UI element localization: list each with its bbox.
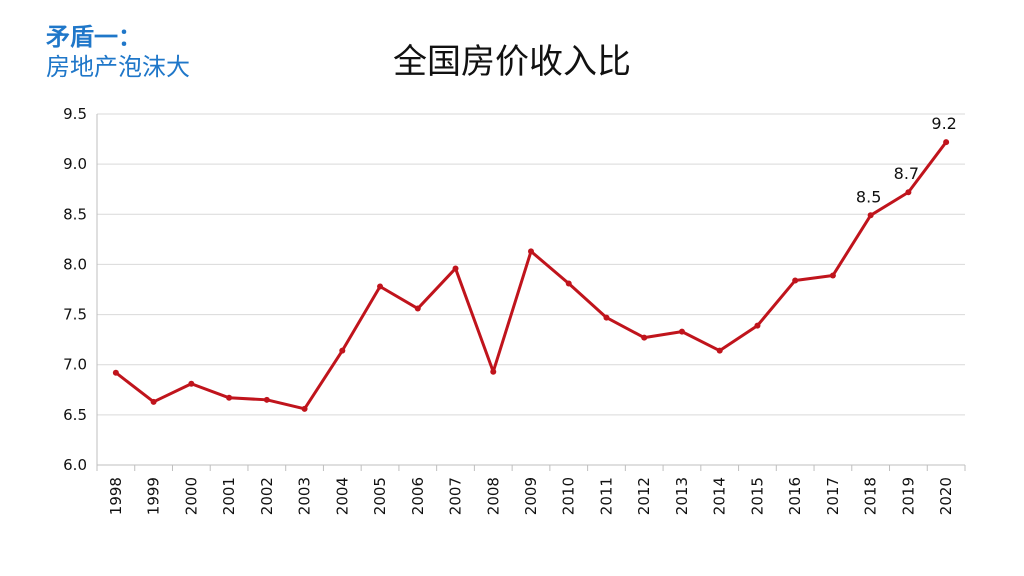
corner-caption-line2: 房地产泡沫大 bbox=[46, 53, 190, 81]
y-tick-label: 8.0 bbox=[63, 255, 87, 273]
data-label: 8.7 bbox=[894, 164, 919, 183]
chart-title: 全国房价收入比 bbox=[393, 42, 631, 82]
data-point bbox=[452, 265, 459, 272]
data-point bbox=[603, 314, 610, 321]
x-tick-label: 2015 bbox=[748, 477, 766, 515]
x-tick-label: 2018 bbox=[862, 477, 880, 515]
x-tick-label: 2003 bbox=[296, 477, 314, 515]
corner-caption: 矛盾一： 房地产泡沫大 bbox=[46, 22, 190, 82]
y-tick-label: 6.0 bbox=[63, 456, 87, 474]
y-tick-label: 7.5 bbox=[63, 306, 87, 324]
data-point bbox=[716, 347, 723, 354]
x-tick-label: 2010 bbox=[560, 477, 578, 515]
data-point bbox=[829, 272, 836, 279]
x-tick-label: 2001 bbox=[220, 477, 238, 515]
y-tick-label: 8.5 bbox=[63, 205, 87, 223]
x-tick-label: 2020 bbox=[937, 477, 955, 515]
data-point bbox=[792, 277, 799, 284]
x-tick-label: 2012 bbox=[635, 477, 653, 515]
data-point bbox=[678, 328, 685, 335]
y-tick-label: 9.5 bbox=[63, 105, 87, 123]
x-tick-label: 2000 bbox=[182, 477, 200, 515]
data-point bbox=[301, 405, 308, 412]
data-point bbox=[565, 280, 572, 287]
data-point bbox=[867, 212, 874, 219]
x-tick-label: 2004 bbox=[333, 477, 351, 515]
data-point bbox=[377, 283, 384, 290]
corner-caption-line1: 矛盾一： bbox=[46, 23, 142, 51]
x-tick-label: 2006 bbox=[409, 477, 427, 515]
data-point bbox=[339, 347, 346, 354]
data-point bbox=[490, 368, 497, 375]
data-point bbox=[943, 139, 950, 146]
series-line bbox=[114, 141, 948, 411]
data-point bbox=[150, 398, 157, 405]
data-point bbox=[528, 248, 534, 255]
data-label: 9.2 bbox=[931, 114, 956, 133]
y-tick-label: 9.0 bbox=[63, 155, 87, 173]
x-tick-label: 1998 bbox=[107, 477, 125, 515]
y-tick-label: 7.0 bbox=[63, 356, 87, 374]
data-point bbox=[905, 189, 912, 196]
x-tick-label: 2014 bbox=[711, 477, 729, 515]
x-tick-label: 2005 bbox=[371, 477, 389, 515]
x-tick-label: 2008 bbox=[484, 477, 502, 515]
x-tick-label: 2016 bbox=[786, 477, 804, 515]
x-tick-label: 2011 bbox=[597, 477, 615, 515]
x-tick-label: 2002 bbox=[258, 477, 276, 515]
x-tick-label: 2017 bbox=[824, 477, 842, 515]
data-point bbox=[112, 369, 119, 376]
data-point bbox=[263, 396, 270, 403]
y-tick-label: 6.5 bbox=[63, 406, 87, 424]
data-point bbox=[754, 322, 761, 329]
x-tick-label: 2013 bbox=[673, 477, 691, 515]
data-point bbox=[641, 334, 648, 341]
x-tick-label: 2007 bbox=[447, 477, 465, 515]
x-tick-label: 2009 bbox=[522, 477, 540, 515]
data-label: 8.5 bbox=[856, 187, 881, 206]
data-point bbox=[188, 380, 195, 387]
data-point bbox=[226, 394, 233, 401]
x-tick-label: 2019 bbox=[899, 477, 917, 515]
data-point bbox=[414, 305, 421, 312]
x-tick-label: 1999 bbox=[145, 477, 163, 515]
